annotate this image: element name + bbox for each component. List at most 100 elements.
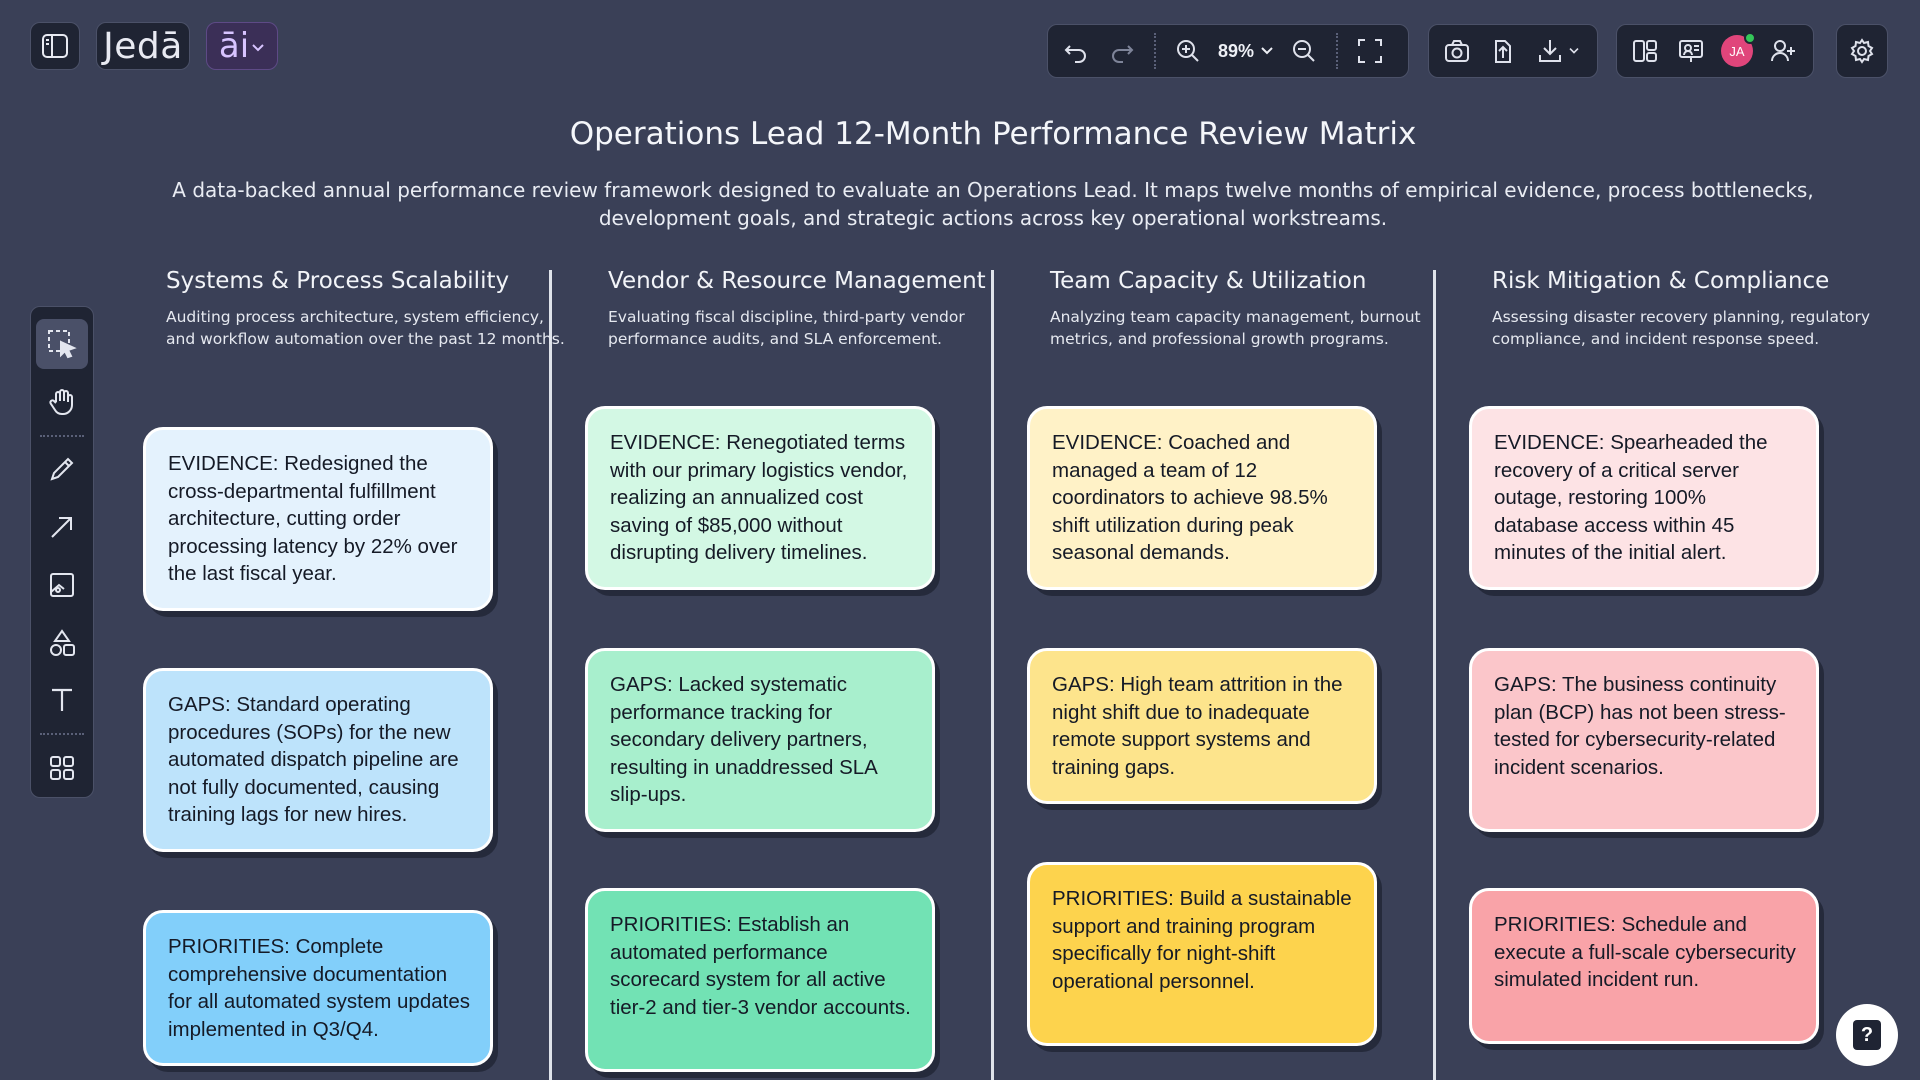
sticky-note-priorities[interactable]: PRIORITIES: Complete comprehensive docum… [143,910,493,1066]
text-icon [52,689,72,712]
zoom-out-button[interactable] [1284,31,1324,71]
sticky-note-text: PRIORITIES: Complete comprehensive docum… [168,935,470,1041]
help-icon: ? [1853,1020,1881,1050]
online-status-dot [1744,32,1756,44]
image-tool[interactable] [36,560,88,610]
column-description: Assessing disaster recovery planning, re… [1492,308,1871,348]
app-logo[interactable]: Jedā [96,22,190,70]
arrow-icon [51,517,72,538]
toolbar-separator [1154,33,1156,69]
zoom-out-icon [1293,40,1315,62]
export-toolbar [1428,24,1598,78]
sticky-note-text: PRIORITIES: Build a sustainable support … [1052,887,1352,993]
text-tool[interactable] [36,676,88,726]
avatar-initials: JA [1729,43,1745,59]
pencil-icon [50,457,74,481]
tools-separator [40,733,84,736]
column-header-systems: Systems & Process Scalability Auditing p… [166,268,566,350]
hand-icon [49,388,73,415]
sticky-note-text: EVIDENCE: Renegotiated terms with our pr… [610,431,908,564]
invite-user-button[interactable] [1763,31,1803,71]
download-button[interactable] [1529,31,1587,71]
screenshot-button[interactable] [1437,31,1477,71]
redo-icon [1112,45,1134,63]
present-button[interactable] [1671,31,1711,71]
sidebar-panel-icon [40,31,70,61]
sticky-note-priorities[interactable]: PRIORITIES: Establish an automated perfo… [585,888,935,1072]
column-title: Risk Mitigation & Compliance [1492,268,1830,294]
share-button[interactable] [1483,31,1523,71]
zoom-level-dropdown[interactable]: 89% [1214,41,1278,62]
select-tool[interactable] [36,319,88,369]
sticky-note-text: GAPS: Lacked systematic performance trac… [610,673,877,806]
layout-button[interactable] [1625,31,1665,71]
zoom-level-value: 89% [1218,40,1255,61]
ai-label: āi [218,26,250,66]
camera-icon [1445,40,1469,62]
sticky-note-evidence[interactable]: EVIDENCE: Renegotiated terms with our pr… [585,406,935,590]
sticky-note-text: EVIDENCE: Spearheaded the recovery of a … [1494,431,1768,564]
sticky-note-gaps[interactable]: GAPS: The business continuity plan (BCP)… [1469,648,1819,832]
column-header-team: Team Capacity & Utilization Analyzing te… [1050,268,1450,350]
hand-tool[interactable] [36,377,88,427]
fullscreen-icon [1358,39,1383,63]
pen-tool[interactable] [36,445,88,495]
history-zoom-toolbar: 89% [1047,24,1409,78]
layout-icon [1633,40,1657,62]
column-description: Analyzing team capacity management, burn… [1050,308,1421,348]
undo-button[interactable] [1056,31,1096,71]
download-icon [1539,40,1561,62]
chevron-down-icon [251,43,265,53]
column-description: Evaluating fiscal discipline, third-part… [608,308,965,348]
add-user-icon [1771,40,1795,62]
column-divider [549,270,552,1080]
column-description: Auditing process architecture, system ef… [166,308,565,348]
tools-separator [40,434,84,437]
zoom-in-button[interactable] [1168,31,1208,71]
sticky-note-evidence[interactable]: EVIDENCE: Spearheaded the recovery of a … [1469,406,1819,590]
user-avatar-button[interactable]: JA [1717,31,1757,71]
sticky-note-gaps[interactable]: GAPS: Lacked systematic performance trac… [585,648,935,832]
sticky-note-text: PRIORITIES: Establish an automated perfo… [610,913,911,1019]
gear-icon [1850,38,1874,64]
page-subtitle: A data-backed annual performance review … [172,178,1814,230]
image-icon [50,572,74,597]
ai-assistant-button[interactable]: āi [206,22,278,70]
sticky-note-gaps[interactable]: GAPS: Standard operating procedures (SOP… [143,668,493,852]
sticky-note-text: GAPS: Standard operating procedures (SOP… [168,693,459,826]
column-header-vendor: Vendor & Resource Management Evaluating … [608,268,1008,350]
sticky-note-text: EVIDENCE: Coached and managed a team of … [1052,431,1328,564]
redo-button[interactable] [1102,31,1142,71]
templates-tool[interactable] [36,743,88,793]
upload-file-icon [1495,40,1511,63]
select-cursor-icon [48,329,77,359]
column-divider [991,270,994,1080]
shapes-icon [50,628,75,656]
settings-button[interactable] [1836,24,1888,78]
sticky-note-priorities[interactable]: PRIORITIES: Schedule and execute a full-… [1469,888,1819,1044]
chevron-down-icon [1261,47,1273,55]
presentation-icon [1679,40,1703,62]
chevron-down-icon [1569,48,1579,54]
sticky-note-gaps[interactable]: GAPS: High team attrition in the night s… [1027,648,1377,804]
sticky-note-text: GAPS: The business continuity plan (BCP)… [1494,673,1786,779]
column-header-risk: Risk Mitigation & Compliance Assessing d… [1492,268,1892,350]
fit-to-screen-button[interactable] [1350,31,1390,71]
sticky-note-text: PRIORITIES: Schedule and execute a full-… [1494,913,1796,991]
arrow-tool[interactable] [36,502,88,552]
page-title: Operations Lead 12-Month Performance Rev… [569,116,1417,152]
sticky-note-text: EVIDENCE: Redesigned the cross-departmen… [168,452,458,585]
sticky-note-evidence[interactable]: EVIDENCE: Coached and managed a team of … [1027,406,1377,590]
column-title: Vendor & Resource Management [608,268,986,294]
sticky-note-evidence[interactable]: EVIDENCE: Redesigned the cross-departmen… [143,427,493,611]
sticky-note-text: GAPS: High team attrition in the night s… [1052,673,1343,779]
sidebar-toggle-button[interactable] [30,22,80,70]
shapes-tool[interactable] [36,618,88,668]
zoom-in-icon [1177,40,1199,62]
sticky-note-priorities[interactable]: PRIORITIES: Build a sustainable support … [1027,862,1377,1046]
grid-icon [50,756,74,781]
column-title: Team Capacity & Utilization [1050,268,1367,294]
help-button[interactable]: ? [1836,1004,1898,1066]
column-title: Systems & Process Scalability [166,268,510,294]
undo-icon [1064,45,1086,63]
